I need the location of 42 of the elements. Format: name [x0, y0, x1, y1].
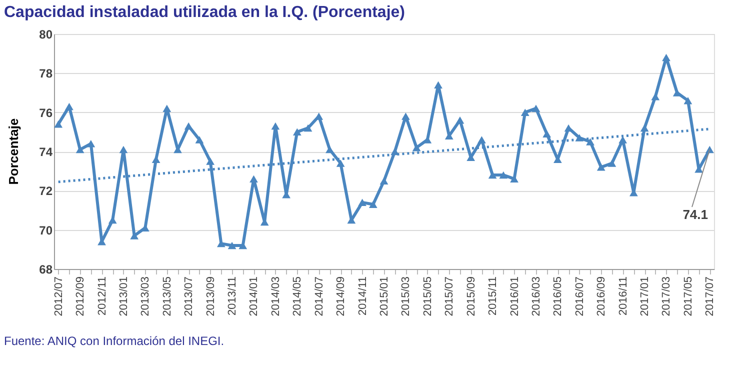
annotation: 74.1	[682, 207, 708, 222]
x-tick-label: 2013/11	[226, 276, 239, 316]
x-tick-label: 2017/05	[682, 276, 694, 316]
x-tick-label: 2012/11	[96, 276, 108, 316]
x-tick-label: 2016/05	[552, 276, 564, 316]
x-tick-label: 2014/05	[292, 276, 304, 316]
x-tick-label: 2012/07	[52, 276, 65, 316]
x-tick-label: 2013/01	[118, 276, 130, 316]
y-tick-label: 78	[39, 66, 53, 81]
x-tick-label: 2014/03	[270, 276, 282, 316]
x-tick-label: 2015/03	[400, 276, 412, 316]
x-tick-label: 2014/11	[356, 276, 369, 316]
x-tick-label: 2016/01	[508, 276, 521, 316]
x-tick-label: 2017/07	[704, 276, 716, 316]
x-tick-label: 2016/09	[596, 276, 608, 316]
x-tick-label: 2015/01	[378, 276, 390, 316]
y-tick-label: 76	[39, 106, 53, 120]
x-tick-label: 2015/11	[487, 276, 500, 316]
y-tick-label: 80	[39, 28, 53, 42]
chart-title: Capacidad instaladad utilizada en la I.Q. (Porcentaje)	[4, 4, 405, 21]
x-tick-label: 2016/03	[530, 276, 542, 316]
x-tick-label: 2014/09	[335, 276, 348, 316]
y-tick-label: 70	[39, 223, 53, 238]
x-tick-label: 2017/03	[660, 276, 673, 316]
y-tick-label: 72	[39, 184, 53, 198]
x-tick-label: 2014/01	[248, 276, 260, 316]
x-tick-label: 2015/07	[444, 276, 456, 316]
x-tick-label: 2016/11	[617, 276, 630, 316]
x-tick-label: 2013/03	[140, 276, 152, 316]
x-tick-label: 2016/07	[574, 276, 586, 316]
x-tick-label: 2013/09	[204, 276, 217, 316]
y-tick-label: 74	[39, 145, 53, 159]
x-tick-label: 2012/09	[74, 276, 87, 316]
y-axis-title: Porcentaje	[6, 118, 21, 185]
x-tick-label: 2017/01	[639, 276, 652, 316]
x-tick-label: 2014/07	[313, 276, 326, 316]
x-tick-label: 2015/09	[465, 276, 478, 316]
y-tick-label: 68	[39, 262, 53, 276]
x-tick-label: 2015/05	[422, 276, 434, 316]
source-note: Fuente: ANIQ con Información del INEGI.	[4, 334, 224, 348]
x-tick-label: 2013/05	[161, 276, 174, 316]
x-tick-label: 2013/07	[183, 276, 196, 316]
